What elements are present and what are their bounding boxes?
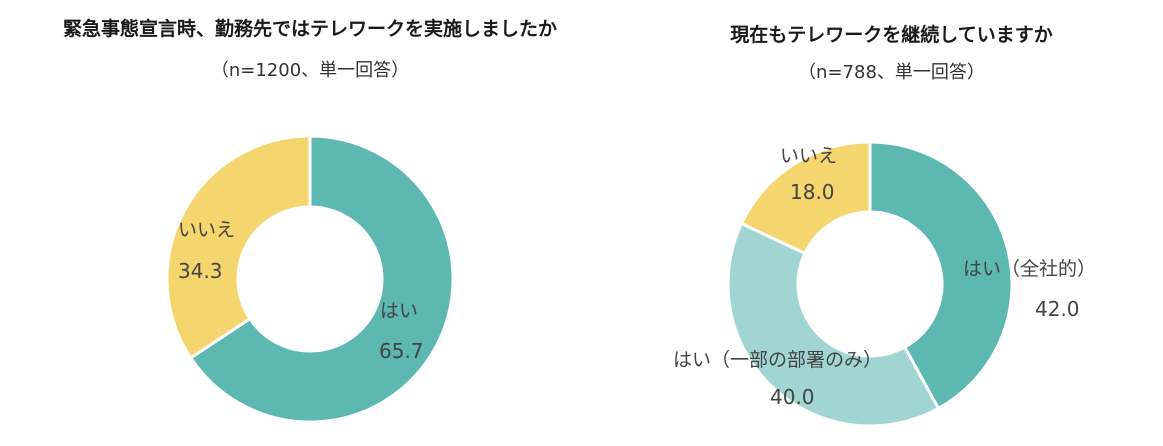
chart-title: 現在もテレワークを継続していますか xyxy=(730,24,1053,46)
slice-value-label: 42.0 xyxy=(1035,297,1080,321)
slice-value-label: 18.0 xyxy=(790,180,835,204)
slice-category-label: いいえ xyxy=(178,219,235,241)
slice-category-label: はい（一部の部署のみ） xyxy=(673,349,882,371)
donut-slice xyxy=(188,134,455,424)
donut-chart: はい 65.7 いいえ 34.3 xyxy=(165,134,455,424)
chart-right: 現在もテレワークを継続していますか （n=788、単一回答） はい（全社的） 42… xyxy=(620,0,1163,446)
slice-value-label: 65.7 xyxy=(379,339,424,363)
slice-value-label: 40.0 xyxy=(770,385,815,409)
slice-category-label: はい xyxy=(380,300,418,322)
donut-slice xyxy=(739,140,872,256)
donut-slice xyxy=(868,140,1014,411)
donut-slice xyxy=(165,134,312,360)
chart-left: 緊急事態宣言時、勤務先ではテレワークを実施しましたか （n=1200、単一回答）… xyxy=(62,18,557,424)
chart-subtitle: （n=1200、単一回答） xyxy=(210,60,410,81)
slice-category-label: いいえ xyxy=(780,145,837,167)
donut-chart: はい（全社的） 42.0 はい（一部の部署のみ） 40.0 いいえ 18.0 xyxy=(673,140,1096,428)
chart-subtitle: （n=788、単一回答） xyxy=(798,62,985,83)
donut-slice xyxy=(726,221,941,428)
slice-value-label: 34.3 xyxy=(178,259,223,283)
chart-title: 緊急事態宣言時、勤務先ではテレワークを実施しましたか xyxy=(62,18,557,40)
slice-category-label: はい（全社的） xyxy=(963,258,1096,280)
